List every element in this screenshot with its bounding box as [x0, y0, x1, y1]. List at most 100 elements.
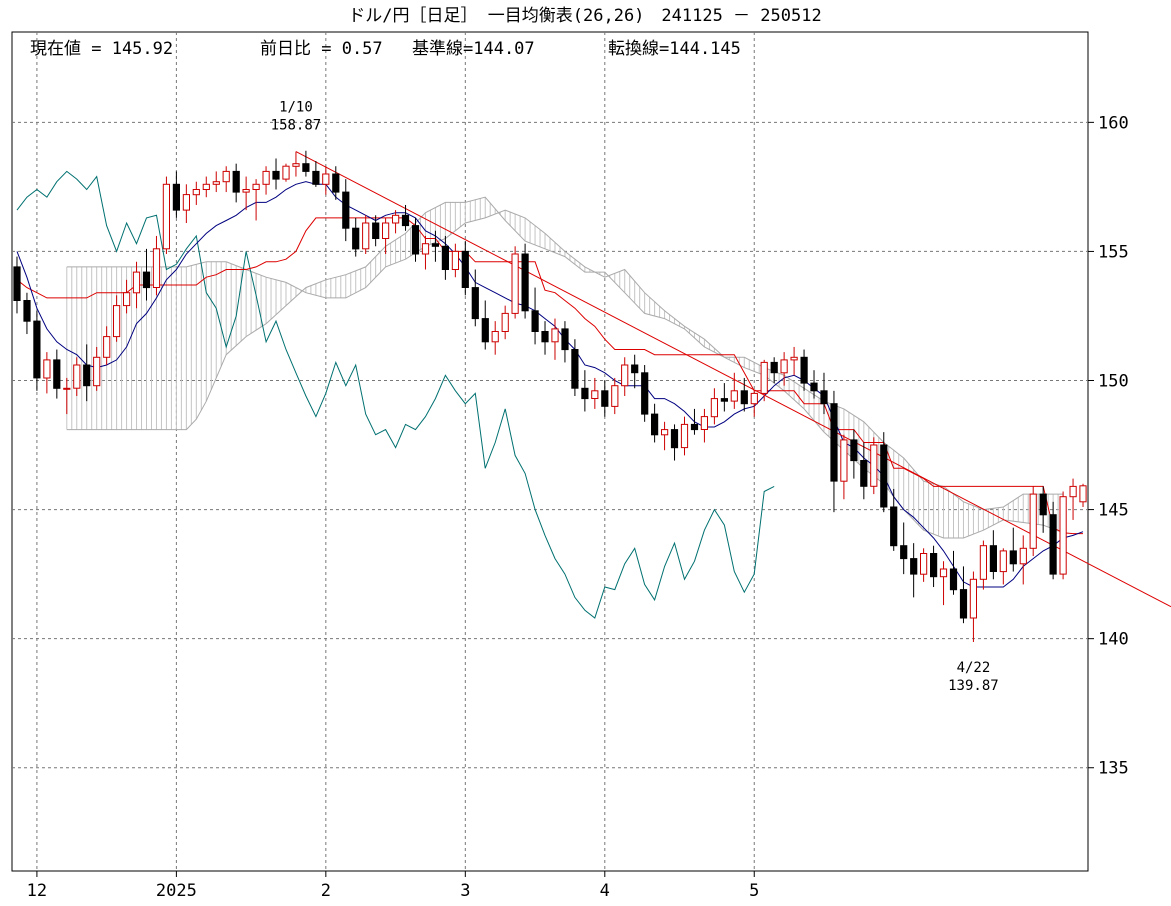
x-tick-label: 3	[460, 881, 470, 901]
candle-body	[132, 271, 141, 294]
candle-body	[461, 250, 469, 288]
candle-body	[690, 423, 699, 431]
candle-body	[123, 292, 131, 307]
candle-up	[252, 179, 260, 221]
candle-up	[591, 377, 599, 409]
candle-up	[322, 166, 330, 195]
candle-down	[232, 163, 240, 203]
low-annotation-date: 4/22	[957, 660, 991, 676]
candle-up	[870, 437, 878, 495]
candle-body	[611, 385, 619, 407]
candle-body	[581, 387, 589, 400]
senkou-span-b	[66, 196, 1064, 539]
candle-up	[282, 163, 290, 182]
candle-up	[1019, 535, 1027, 585]
candle-body	[481, 318, 489, 343]
candle-up	[152, 235, 161, 296]
candle-body	[670, 429, 679, 449]
candle-up	[730, 372, 738, 409]
candle-body	[182, 194, 191, 211]
candle-body	[292, 163, 300, 167]
candle-up	[132, 261, 141, 309]
candle-down	[471, 269, 479, 327]
candle-body	[411, 225, 420, 255]
y-tick-label: 150	[1098, 372, 1129, 392]
candle-body	[332, 173, 340, 193]
tenkan-value-label: 転換線=144.145	[608, 39, 741, 59]
candle-up	[262, 166, 270, 195]
candle-down	[910, 543, 918, 598]
candle-up	[710, 388, 718, 425]
candle-body	[392, 214, 400, 224]
candle-body	[661, 429, 669, 436]
candle-body	[989, 545, 997, 573]
candle-body	[262, 170, 270, 185]
candle-body	[1039, 493, 1047, 516]
candle-body	[939, 568, 948, 578]
candle-body	[870, 444, 878, 487]
candle-body	[910, 558, 918, 575]
indicator-lines	[16, 151, 1171, 619]
kijun-line	[16, 217, 1083, 535]
candle-body	[421, 243, 430, 255]
candle-down	[401, 204, 410, 231]
candle-down	[720, 383, 728, 412]
candle-body	[830, 403, 838, 482]
axes: 160 155 150 145 140 135 12 2025 2 3 4 5	[27, 113, 1129, 901]
candle-body	[172, 183, 181, 211]
candle-down	[53, 349, 61, 399]
candle-up	[920, 548, 928, 582]
candle-body	[302, 163, 310, 172]
candle-down	[890, 488, 898, 551]
candle-body	[571, 349, 579, 389]
candle-up	[123, 279, 131, 314]
candle-up	[93, 346, 101, 391]
candle-up	[551, 318, 559, 360]
candle-body	[113, 305, 121, 338]
candle-body	[33, 320, 41, 379]
candle-body	[920, 553, 928, 575]
chikou-span-line	[16, 170, 775, 619]
candle-up	[43, 352, 51, 394]
candle-down	[830, 390, 838, 513]
candle-down	[670, 424, 679, 461]
candle-up	[939, 561, 948, 606]
candle-body	[790, 356, 798, 361]
candle-down	[740, 377, 748, 412]
candle-up	[511, 246, 519, 319]
candle-body	[491, 331, 499, 343]
candle-down	[820, 372, 828, 415]
candle-body	[103, 336, 111, 358]
candle-up	[113, 295, 121, 342]
candle-up	[760, 359, 768, 402]
day-change-label: 前日比 = 0.57	[260, 39, 383, 59]
candle-body	[1019, 547, 1027, 565]
candle-body	[93, 356, 101, 387]
candle-body	[710, 398, 718, 418]
candle-up	[1059, 491, 1067, 580]
candle-down	[33, 310, 41, 391]
kijun-value-label: 基準線=144.07	[412, 39, 535, 59]
candle-body	[541, 331, 549, 343]
candle-down	[521, 243, 529, 319]
candle-up	[979, 540, 987, 590]
candle-up	[790, 346, 798, 376]
high-annotation-date: 1/10	[279, 100, 313, 116]
candle-up	[392, 210, 400, 234]
candle-body	[232, 170, 240, 193]
x-tick-label: 4	[600, 881, 610, 901]
candle-up	[292, 151, 300, 177]
candle-down	[900, 522, 908, 575]
candle-up	[1079, 483, 1087, 508]
y-tick-label: 145	[1098, 501, 1129, 521]
candle-body	[770, 361, 778, 374]
candle-body	[382, 222, 390, 239]
candle-down	[142, 248, 151, 301]
candle-down	[332, 166, 340, 200]
candle-down	[272, 158, 280, 190]
candle-body	[1079, 485, 1087, 503]
candle-up	[162, 176, 171, 255]
candle-body	[760, 361, 768, 394]
candle-up	[680, 416, 689, 456]
